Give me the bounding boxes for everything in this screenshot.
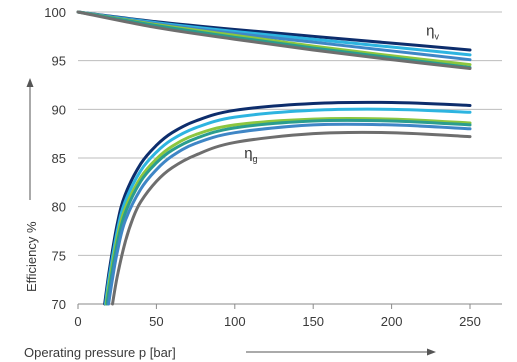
- y-axis-label: Efficiency %: [24, 221, 39, 292]
- x-axis-arrow-head: [427, 348, 436, 356]
- series-line-eta-g-10: [105, 118, 472, 306]
- y-tick-label: 95: [52, 54, 66, 69]
- x-axis-label: Operating pressure p [bar]: [24, 345, 176, 360]
- series-line-eta-v-5: [76, 10, 472, 69]
- series-annotations: ηv ηg: [244, 22, 439, 164]
- y-axis-arrow-head: [26, 78, 34, 87]
- y-tick-label: 75: [52, 248, 66, 263]
- series-line-eta-g-11: [107, 122, 472, 306]
- y-tick-label: 85: [52, 151, 66, 166]
- series-line-eta-g-12: [111, 130, 472, 306]
- x-tick-label: 250: [459, 314, 481, 329]
- series-label-eta-g: ηg: [244, 145, 257, 164]
- y-tick-labels: 70 75 80 85 90 95 100: [44, 5, 66, 312]
- x-tick-label: 150: [302, 314, 324, 329]
- series-line-eta-v-6: [76, 10, 472, 70]
- y-tick-label: 90: [52, 102, 66, 117]
- x-tick-label: 0: [74, 314, 81, 329]
- y-tick-label: 100: [44, 5, 66, 20]
- x-tick-labels: 0 50 100 150 200 250: [74, 314, 480, 329]
- x-tick-label: 50: [149, 314, 163, 329]
- x-tick-label: 100: [224, 314, 246, 329]
- y-tick-label: 80: [52, 200, 66, 215]
- series-label-eta-v: ηv: [426, 22, 439, 41]
- axes: [77, 303, 502, 309]
- series-curves: [76, 10, 472, 306]
- y-tick-label: 70: [52, 297, 66, 312]
- x-tick-label: 200: [381, 314, 403, 329]
- grid-lines: [78, 11, 502, 256]
